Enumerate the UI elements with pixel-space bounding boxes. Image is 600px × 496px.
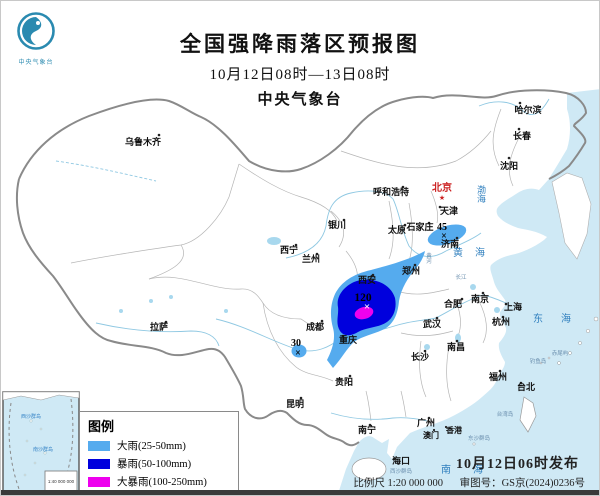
legend-box: 图例 大雨(25-50mm) 暴雨(50-100mm) 大暴雨(100-250m… [79,411,239,495]
map-title: 全国强降雨落区预报图 [180,32,420,56]
map-time-range: 10月12日08时—13日08时 [209,67,391,83]
city-label: 南宁 [358,424,376,435]
island-label-taiwan: 台湾岛 [497,410,514,418]
city-label: 济南 [441,238,459,249]
rivers [55,98,550,422]
city-label: 银川 [328,219,346,230]
city-label: 长沙 [411,351,429,362]
island-label-chiwei: 赤尾屿 [552,349,569,357]
legend-item-label: 大暴雨(100-250mm) [117,477,207,488]
legend-item-heavy-rainstorm: 大暴雨(100-250mm) [88,474,232,489]
river-label-huanghe: 黄河 [425,251,432,264]
city-label: 拉萨 [150,321,168,332]
city-label: 郑州 [402,265,420,276]
issue-time: 10月12日06时发布 [456,457,579,472]
city-label: 南京 [471,293,489,304]
map-scale: 比例尺 1:20 000 000 [353,478,443,489]
capital-label: 北京 [432,181,452,194]
city-label: 呼和浩特 [373,186,409,197]
city-label: 福州 [488,371,507,382]
inset-island-label: 西沙群岛 [21,413,41,420]
ryukyu-islands [472,316,599,446]
bottom-frame-bar [1,490,599,495]
rain-center-mark: × [364,301,370,313]
national-border-southwest [15,178,360,447]
island-label-diaoyu: 钓鱼岛 [530,357,547,365]
city-label: 西安 [358,274,376,285]
city-label: 上海 [504,301,522,312]
heavy-rainstorm-area [354,306,374,320]
river-label-changjiang: 长江 [455,273,467,281]
city-dots [157,101,523,461]
south-china-sea-inset: 西沙群岛 南沙群岛 1:40 000 000 [2,391,80,495]
inset-island-label: 南沙群岛 [33,446,53,453]
sea-label-huanghai: 黄海 [453,246,497,259]
city-label: 杭州 [492,316,510,327]
island-label-dongsha: 东沙群岛 [468,434,491,442]
rain-center-mark: × [295,348,301,359]
title-block: 全国强降雨落区预报图 10月12日08时—13日08时 中央气象台 [1,28,599,109]
legend-item-label: 大雨(25-50mm) [117,441,186,452]
city-label: 兰州 [302,253,320,264]
city-label: 太原 [387,224,406,235]
heavy-rain-area-jinan [427,224,467,246]
city-label: 贵阳 [335,376,353,387]
city-label: 沈阳 [500,160,518,171]
cma-logo-icon [17,12,55,50]
city-label: 武汉 [423,318,442,329]
city-label: 重庆 [339,334,357,345]
sea-area [337,89,599,495]
map-agency: 中央气象台 [257,91,343,108]
sea-label-nanhai: 南海 [441,463,505,476]
city-label: 香港 [445,425,463,435]
sea-label-bohai: 渤海 [476,184,486,204]
lakes [119,237,500,350]
legend-title: 图例 [88,419,115,434]
heavy-rainstorm-swatch [88,476,110,487]
city-label: 台北 [517,381,535,392]
island-label-xisha: 西沙群岛 [390,467,413,475]
heavy-rain-swatch [88,440,110,451]
city-label: 石家庄 [405,221,433,232]
cma-logo: 中央气象台 [14,11,58,66]
city-label: 澳门 [423,430,439,440]
legend-item-label: 暴雨(50-100mm) [117,459,192,470]
city-label: 广州 [417,417,435,428]
capital-star-icon: ★ [439,194,445,202]
scale-approval-line: 比例尺 1:20 000 000 审图号：GS京(2024)0236号 [353,475,585,490]
city-label: 天津 [440,205,458,216]
city-label: 西宁 [280,244,298,255]
rain-center-value: 45 [437,222,447,233]
rain-center-value: 30 [291,338,301,349]
city-label: 哈尔滨 [514,104,541,115]
taiwan-island [519,396,537,433]
rain-center-value: 120 [354,292,372,304]
approval-number: 审图号：GS京(2024)0236号 [459,478,585,489]
city-label: 南昌 [447,341,465,352]
city-label: 乌鲁木齐 [125,136,162,147]
hainan-island [351,457,387,481]
logo-caption: 中央气象台 [18,60,54,66]
city-label: 海口 [392,455,410,466]
city-label: 长春 [513,130,532,141]
korea-landmass [551,172,592,260]
province-borders [70,108,522,422]
city-label: 昆明 [286,399,304,409]
city-label: 合肥 [444,298,462,309]
sea-label-donghai: 东海 [533,312,589,325]
legend-item-rainstorm: 暴雨(50-100mm) [88,456,232,471]
rain-center-mark: × [441,231,447,242]
national-border-north [18,89,587,180]
legend-item-heavy-rain: 大雨(25-50mm) [88,438,232,453]
inset-scale: 1:40 000 000 [48,479,75,484]
heavy-rain-area-chongqing [291,344,307,358]
city-label: 成都 [306,321,324,332]
rainstorm-swatch [88,458,110,469]
